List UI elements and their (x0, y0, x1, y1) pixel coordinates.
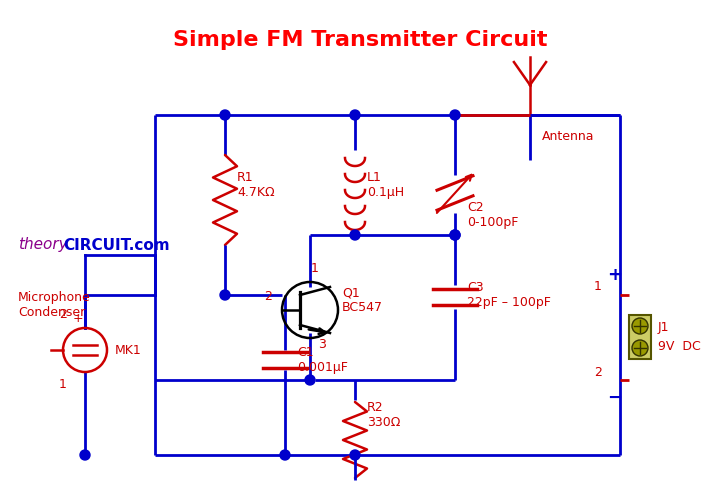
Text: J1: J1 (658, 320, 670, 333)
Circle shape (350, 450, 360, 460)
Circle shape (350, 110, 360, 120)
Circle shape (450, 110, 460, 120)
Text: R1
4.7KΩ: R1 4.7KΩ (237, 171, 274, 199)
Text: Antenna: Antenna (542, 130, 595, 143)
Bar (629, 315, 651, 359)
Text: 1: 1 (594, 281, 602, 293)
Circle shape (280, 450, 290, 460)
Text: Microphone
Condenser: Microphone Condenser (18, 291, 91, 319)
Circle shape (632, 340, 648, 356)
Text: C2
0-100pF: C2 0-100pF (467, 201, 518, 229)
Circle shape (632, 318, 648, 334)
Circle shape (350, 230, 360, 240)
Circle shape (220, 290, 230, 300)
Text: Simple FM Transmitter Circuit: Simple FM Transmitter Circuit (173, 30, 547, 50)
Circle shape (450, 230, 460, 240)
Text: +: + (608, 266, 623, 284)
Text: C3
22pF – 100pF: C3 22pF – 100pF (467, 281, 551, 309)
Circle shape (80, 450, 90, 460)
Text: CIRCUIT.com: CIRCUIT.com (63, 237, 170, 253)
Text: 9V  DC: 9V DC (658, 341, 701, 354)
Text: 2: 2 (59, 308, 67, 321)
Circle shape (305, 375, 315, 385)
Text: 2: 2 (594, 366, 602, 378)
Text: C1
0.001μF: C1 0.001μF (297, 346, 348, 374)
Text: L1
0.1μH: L1 0.1μH (367, 171, 404, 199)
Circle shape (220, 110, 230, 120)
Circle shape (450, 230, 460, 240)
Text: −: − (608, 389, 623, 407)
Text: MK1: MK1 (115, 344, 142, 357)
Text: 1: 1 (59, 378, 67, 391)
Text: 1: 1 (311, 262, 319, 275)
Text: R2
330Ω: R2 330Ω (367, 401, 400, 429)
Text: 2: 2 (264, 290, 272, 303)
Text: 3: 3 (318, 338, 326, 351)
Text: theory: theory (18, 237, 68, 253)
Text: Q1
BC547: Q1 BC547 (342, 286, 383, 314)
Text: +: + (73, 312, 84, 325)
